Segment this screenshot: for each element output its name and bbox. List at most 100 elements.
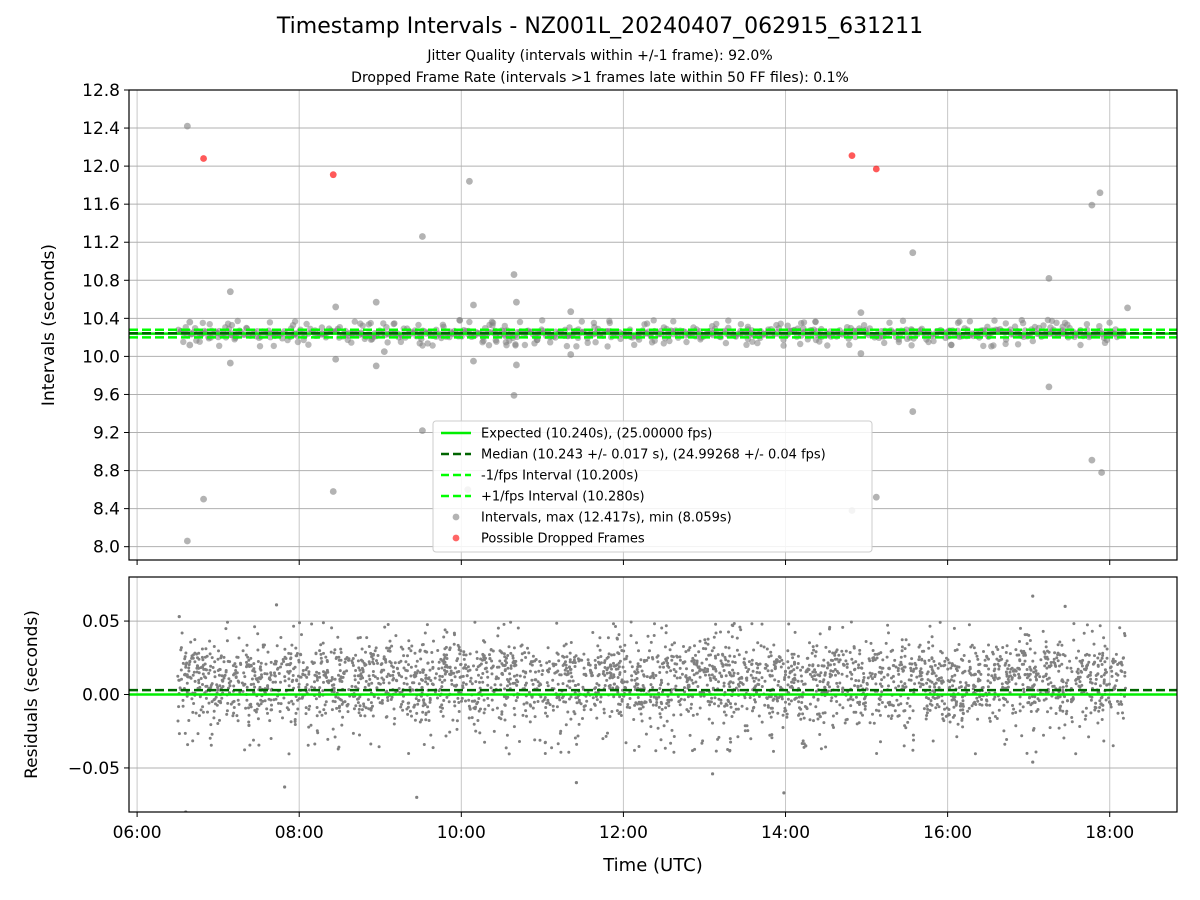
residual-point: [786, 649, 790, 653]
residual-point: [524, 681, 528, 685]
residual-point: [437, 689, 441, 693]
residual-point: [187, 666, 191, 670]
residual-point: [1121, 711, 1124, 715]
residual-point: [242, 671, 246, 675]
jitter-quality-subtitle: Jitter Quality (intervals within +/-1 fr…: [427, 48, 773, 64]
residual-point: [518, 674, 522, 678]
residual-point: [909, 666, 913, 670]
residual-point: [719, 701, 723, 705]
residual-point: [502, 652, 506, 656]
residual-point: [352, 707, 356, 711]
residual-point: [220, 678, 224, 682]
residual-point: [940, 712, 944, 716]
residual-point: [1064, 712, 1068, 716]
residual-point: [1096, 663, 1100, 667]
residual-point: [211, 666, 215, 669]
residual-point: [779, 665, 783, 669]
residual-point: [256, 717, 260, 721]
residual-point: [1093, 708, 1097, 712]
y-tick-label: 12.0: [82, 157, 120, 177]
residual-point: [860, 661, 864, 665]
residual-point: [991, 652, 995, 656]
residual-point: [967, 684, 971, 687]
residual-point: [726, 748, 730, 751]
residual-point: [764, 663, 768, 666]
residual-point: [1025, 751, 1029, 755]
residual-point: [597, 683, 601, 687]
residual-point: [422, 743, 426, 746]
residual-point: [477, 673, 480, 677]
interval-outlier-point: [1045, 383, 1053, 391]
residual-point: [628, 697, 632, 700]
residual-point: [857, 663, 861, 667]
residual-point: [508, 672, 512, 676]
residual-point: [677, 700, 681, 704]
residual-point: [786, 683, 790, 687]
residual-point: [745, 678, 749, 682]
residual-point: [442, 662, 446, 665]
residual-point: [772, 749, 775, 753]
residual-point: [922, 707, 926, 711]
residual-point: [526, 646, 529, 650]
residual-point: [594, 666, 598, 670]
residual-point: [718, 671, 722, 675]
residual-point: [1090, 629, 1094, 633]
residual-point: [1076, 667, 1080, 671]
residual-point: [1057, 726, 1061, 730]
residual-point: [363, 685, 367, 689]
residual-point: [886, 623, 890, 627]
residual-point: [532, 700, 536, 704]
residual-point: [345, 656, 349, 659]
residual-point: [609, 672, 613, 675]
residual-point: [705, 657, 708, 661]
residual-point: [546, 669, 549, 673]
residual-point: [576, 683, 580, 686]
residual-point: [1027, 701, 1031, 704]
residual-point: [698, 706, 702, 710]
residual-point: [1049, 706, 1053, 710]
residual-point: [293, 723, 297, 726]
interval-outlier-point: [567, 351, 575, 358]
residual-point: [1044, 672, 1048, 676]
residual-point: [319, 643, 323, 647]
residual-point: [249, 664, 253, 668]
residual-point: [978, 678, 982, 682]
residual-point: [666, 682, 670, 686]
residual-point: [216, 657, 220, 661]
residual-point: [1081, 710, 1085, 714]
legend-marker: [452, 534, 460, 542]
residual-point: [693, 644, 696, 648]
residual-point: [220, 674, 224, 678]
residual-point: [896, 667, 900, 670]
residual-point: [179, 668, 183, 672]
residual-point: [1074, 682, 1078, 686]
residual-point: [533, 738, 537, 742]
residual-point: [1069, 666, 1073, 670]
interval-point: [666, 337, 673, 345]
residual-point: [187, 719, 191, 722]
residual-point: [783, 709, 787, 713]
residual-point: [530, 695, 534, 699]
residual-point: [933, 697, 937, 700]
residual-point: [658, 687, 662, 690]
residual-point: [776, 711, 780, 715]
residual-point: [1070, 720, 1074, 724]
residual-point: [558, 731, 562, 735]
residual-point: [892, 664, 896, 668]
residual-point: [536, 700, 540, 703]
residual-point: [513, 681, 517, 685]
residual-point: [1094, 682, 1098, 686]
residual-point: [385, 689, 389, 693]
residual-point: [514, 659, 518, 663]
residual-point: [570, 675, 574, 679]
residual-point: [573, 661, 577, 665]
residual-point: [610, 710, 614, 713]
residual-point: [429, 733, 433, 737]
residual-point: [835, 711, 839, 715]
residual-point: [208, 639, 212, 643]
residual-point: [939, 649, 943, 653]
residual-point: [617, 712, 621, 715]
residual-point: [943, 659, 947, 663]
residual-point: [672, 735, 676, 738]
residual-point: [928, 624, 932, 628]
